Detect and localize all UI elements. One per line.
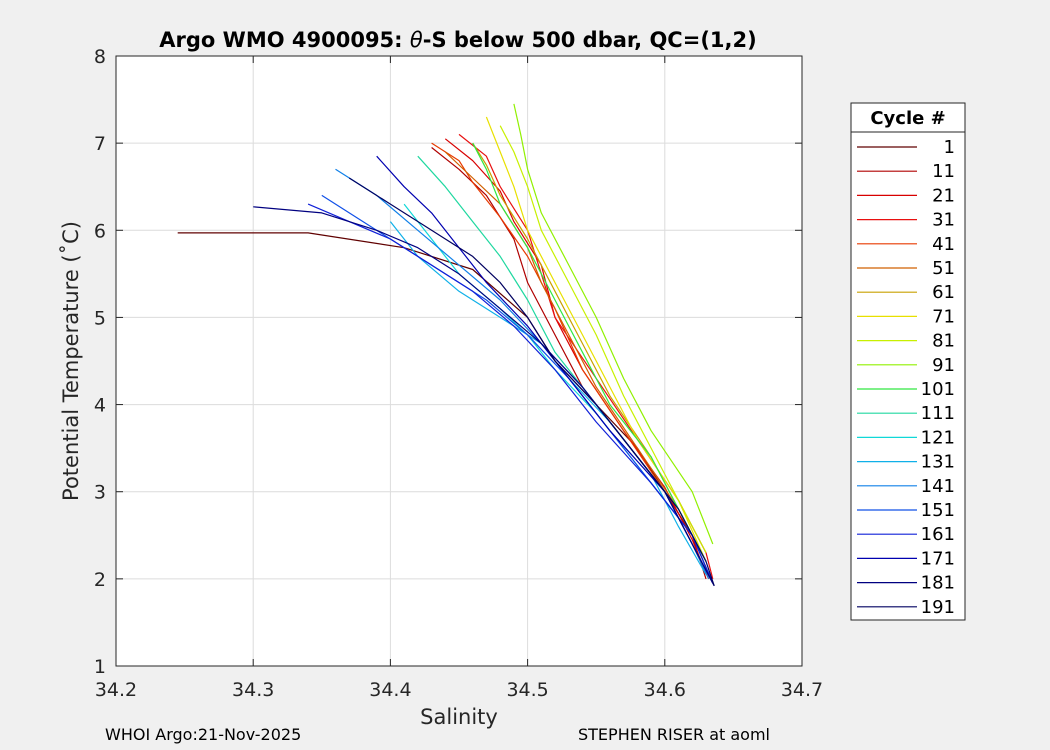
x-tick-label: 34.5 [506,679,548,701]
legend-label-181: 181 [921,573,955,594]
series-line-cycle-11 [431,147,707,580]
series-line-cycle-161 [307,203,714,584]
legend: Cycle # 11121314151617181911011111211311… [850,102,966,621]
legend-label-61: 61 [932,282,955,303]
series-line-cycle-81 [499,125,707,553]
ticks: 34.2 34.3 34.4 34.5 34.6 34.7 1 2 3 4 5 6 7 8 [94,46,823,701]
plot-frame [115,55,803,667]
footer-left: WHOI Argo:21-Nov-2025 [105,725,302,744]
legend-label-171: 171 [921,548,955,569]
legend-label-71: 71 [932,306,955,327]
title-prefix: Argo WMO 4900095: [159,28,410,52]
legend-label-1: 1 [944,137,955,158]
legend-label-51: 51 [932,258,955,279]
x-axis-label: Salinity [420,705,498,729]
x-tick-label: 34.6 [644,679,686,701]
x-tick-label: 34.3 [232,679,274,701]
chart-title: Argo WMO 4900095: θ-S below 500 dbar, QC… [159,28,756,52]
series-line-cycle-181 [253,206,715,587]
series-layer [177,103,715,587]
y-tick-label: 2 [94,569,106,591]
y-tick-label: 6 [94,220,106,242]
series-line-cycle-191 [348,177,715,586]
legend-label-121: 121 [921,427,955,448]
legend-label-101: 101 [921,379,955,400]
series-line-cycle-51 [444,151,707,562]
x-tick-label: 34.7 [781,679,823,701]
y-tick-label: 7 [94,133,106,155]
series-line-cycle-91 [513,103,714,545]
y-tick-label: 8 [94,46,106,68]
series-line-cycle-101 [472,142,707,562]
legend-label-131: 131 [921,452,955,473]
y-tick-label: 3 [94,482,106,504]
title-theta: θ [410,28,423,52]
legend-label-41: 41 [932,234,955,255]
footer-right: STEPHEN RISER at aoml [578,725,770,744]
legend-label-91: 91 [932,355,955,376]
title-suffix: -S below 500 dbar, QC=(1,2) [423,28,757,52]
legend-entries: 1112131415161718191101111121131141151161… [857,137,955,618]
y-tick-label: 5 [94,307,106,329]
legend-label-151: 151 [921,500,955,521]
legend-label-11: 11 [932,161,955,182]
plot-area [116,56,802,666]
legend-label-111: 111 [921,403,955,424]
y-tick-label: 4 [94,395,106,417]
legend-label-81: 81 [932,331,955,352]
y-tick-label: 1 [94,656,106,678]
x-tick-label: 34.4 [369,679,411,701]
x-tick-label: 34.2 [95,679,137,701]
y-axis-label: Potential Temperature (˚C) [59,221,83,501]
legend-title: Cycle # [870,108,945,129]
legend-label-191: 191 [921,597,955,618]
legend-label-141: 141 [921,476,955,497]
legend-label-31: 31 [932,210,955,231]
legend-label-161: 161 [921,524,955,545]
legend-label-21: 21 [932,185,955,206]
